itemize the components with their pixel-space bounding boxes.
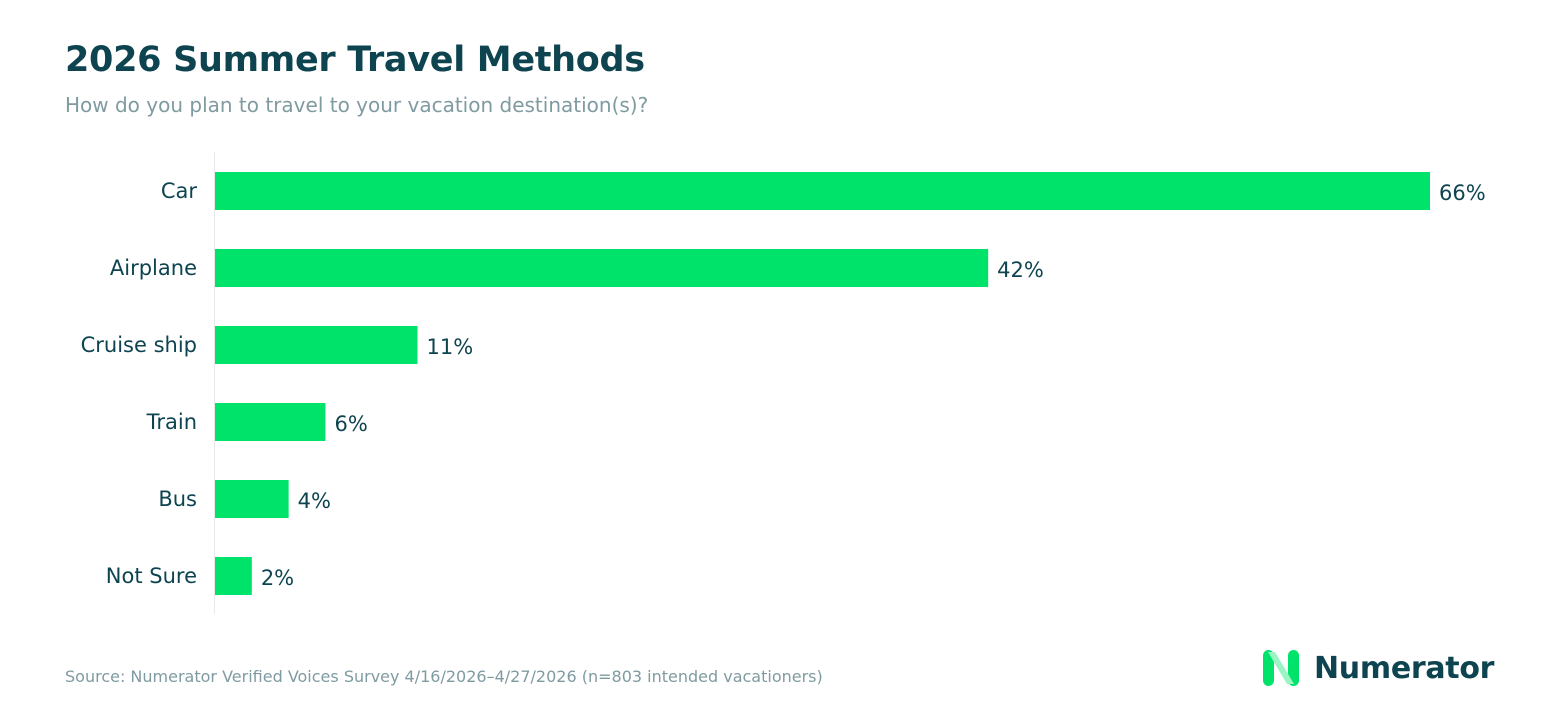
- category-label: Car: [161, 179, 198, 203]
- numerator-n-icon: [1263, 650, 1299, 686]
- numerator-logo: Numerator: [1262, 649, 1494, 687]
- value-label: 42%: [997, 258, 1044, 282]
- category-labels: Car Airplane Cruise ship Train Bus Not Sure: [81, 179, 198, 588]
- bar-airplane: [215, 249, 989, 287]
- bar-train: [215, 403, 326, 441]
- bar-not-sure: [215, 557, 252, 595]
- category-label: Airplane: [110, 256, 197, 280]
- value-label: 66%: [1439, 181, 1486, 205]
- chart-subtitle: How do you plan to travel to your vacati…: [65, 93, 649, 117]
- category-label: Cruise ship: [81, 333, 197, 357]
- chart-title: 2026 Summer Travel Methods: [65, 40, 645, 80]
- brand-name: Numerator: [1314, 650, 1495, 686]
- source-note: Source: Numerator Verified Voices Survey…: [65, 667, 823, 686]
- bar-series: [215, 172, 1430, 595]
- bar-bus: [215, 480, 289, 518]
- value-label: 6%: [334, 412, 367, 436]
- bar-car: [215, 172, 1430, 210]
- value-label: 2%: [261, 566, 294, 590]
- category-label: Train: [146, 410, 197, 434]
- value-labels: 66% 42% 11% 6% 4% 2%: [261, 181, 1486, 590]
- value-label: 4%: [298, 489, 331, 513]
- value-label: 11%: [427, 335, 474, 359]
- category-label: Not Sure: [106, 564, 197, 588]
- bar-cruise-ship: [215, 326, 418, 364]
- category-label: Bus: [158, 487, 197, 511]
- bar-chart: Car Airplane Cruise ship Train Bus Not Sure 6…: [81, 152, 1486, 614]
